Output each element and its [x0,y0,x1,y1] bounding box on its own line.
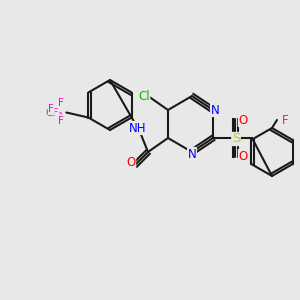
Text: O: O [238,113,247,127]
Text: N: N [211,103,219,116]
Text: O: O [126,157,136,169]
Text: CF₃: CF₃ [46,107,63,118]
Text: F: F [282,113,288,127]
Text: Cl: Cl [138,89,150,103]
Text: F: F [58,98,64,107]
Text: O: O [238,149,247,163]
Text: F: F [48,104,54,115]
Text: F: F [58,116,64,125]
Text: NH: NH [129,122,147,134]
Text: S: S [232,133,240,146]
Text: N: N [188,148,196,160]
